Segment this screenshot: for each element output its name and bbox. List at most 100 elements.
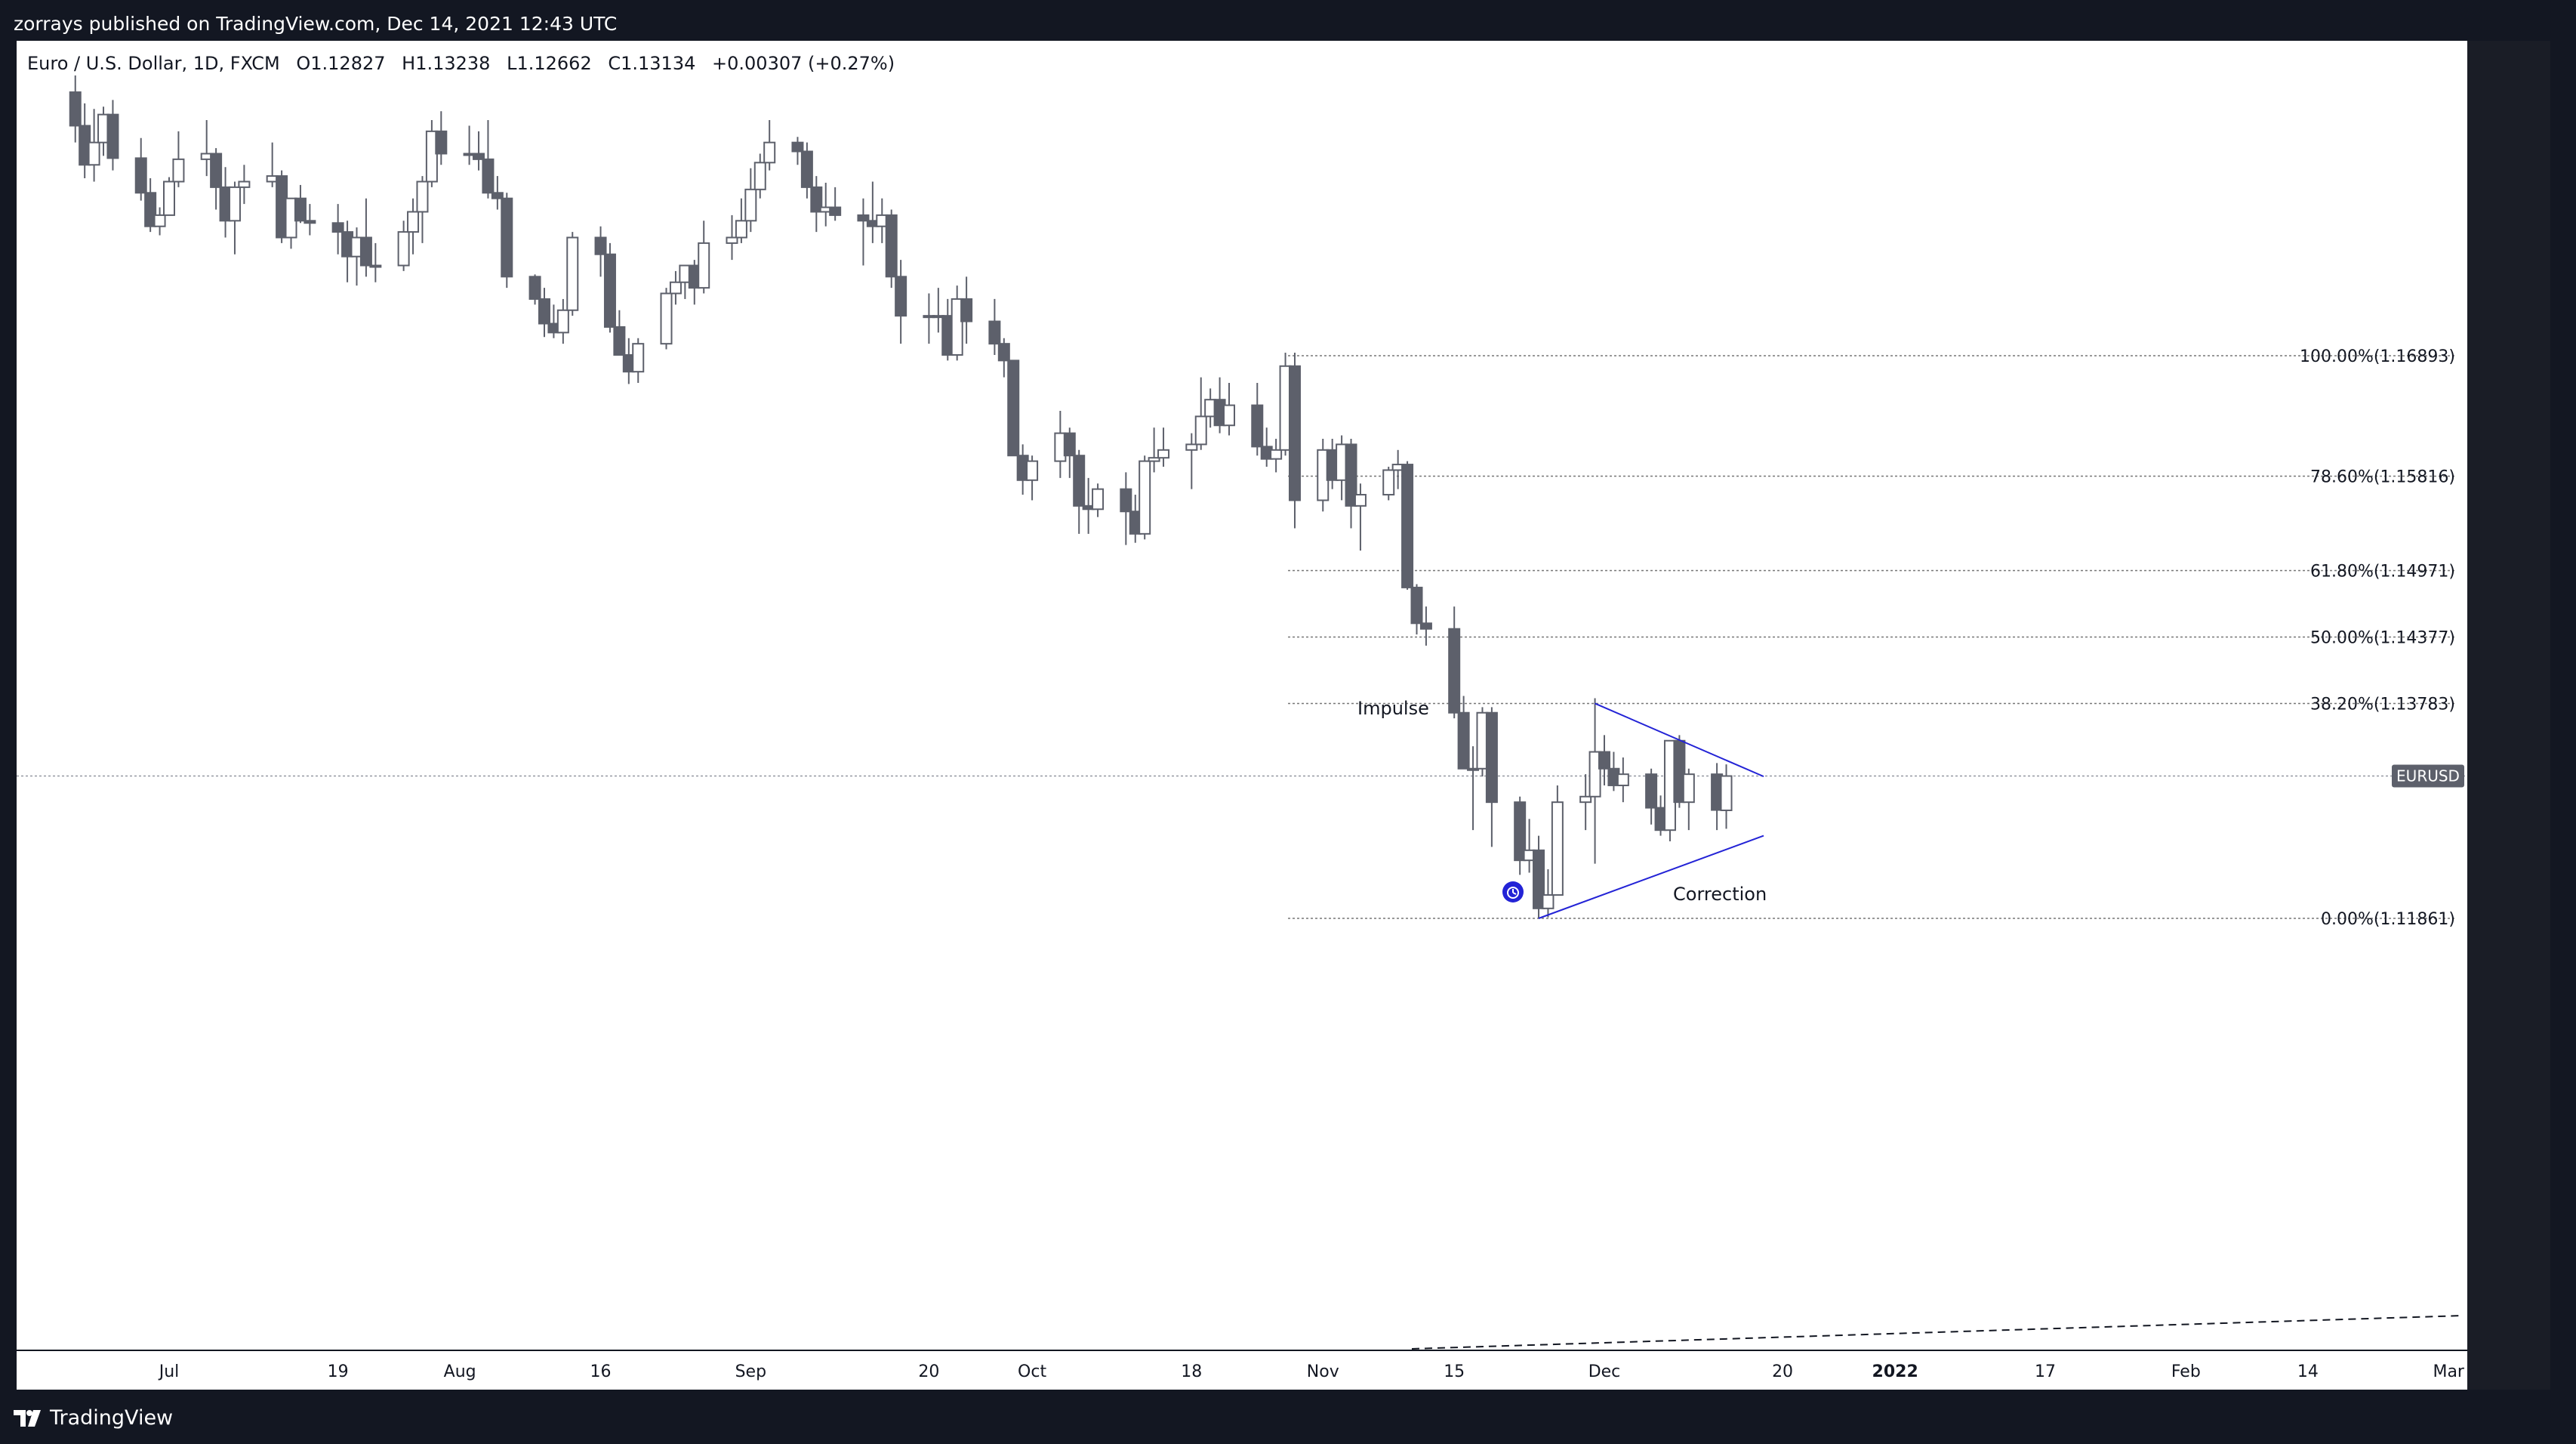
candle-body — [134, 157, 147, 194]
alarm-icon[interactable] — [1502, 881, 1524, 903]
candle — [688, 260, 701, 305]
candle — [1711, 763, 1724, 831]
candle — [538, 288, 550, 338]
triangle-lower-line[interactable] — [1538, 835, 1764, 919]
ohlc-close: C1.13134 — [608, 53, 696, 74]
candle-body — [613, 326, 626, 356]
candle-body — [1551, 801, 1564, 896]
ohlc-low: L1.12662 — [507, 53, 592, 74]
candle — [857, 198, 870, 266]
candle-body — [1223, 404, 1236, 427]
fib-level-label: 100.00%(1.16893) — [2300, 347, 2455, 366]
candle-body — [566, 236, 579, 311]
candle — [407, 198, 420, 255]
candle — [304, 204, 316, 236]
symbol-legend[interactable]: Euro / U.S. Dollar, 1D, FXCM O1.12827 H1… — [27, 53, 905, 74]
candle — [876, 198, 889, 243]
candle-body — [669, 281, 682, 295]
time-axis[interactable]: Jul 19 Aug 16 Sep 20 Oct 18 Nov 15 Dec 20 2022 17 Feb 1… — [158, 1362, 2465, 1381]
candle — [1251, 382, 1264, 456]
time-axis-tick: 15 — [1444, 1362, 1465, 1381]
candle — [294, 184, 307, 224]
candle — [1533, 835, 1545, 919]
candle-body — [603, 253, 616, 328]
candle — [960, 276, 973, 344]
candle-body — [210, 153, 223, 188]
candle — [1007, 359, 1020, 457]
candle-body — [425, 130, 438, 183]
candle — [359, 198, 372, 277]
candle-body — [594, 236, 607, 255]
candle — [829, 187, 842, 221]
candle-body — [1720, 775, 1733, 811]
candle — [951, 285, 963, 361]
candle — [1607, 751, 1620, 791]
candle — [134, 137, 147, 201]
candle-body — [1073, 455, 1086, 507]
candle-body — [1485, 711, 1498, 804]
candle-body — [1026, 460, 1039, 481]
candle — [1467, 746, 1480, 831]
fib-retracement[interactable]: 100.00%(1.16893) 78.60%(1.15816) 61.80%(1.… — [1288, 347, 2457, 929]
annotation-impulse[interactable]: Impulse — [1357, 698, 1429, 719]
candle — [1720, 764, 1733, 829]
candle-body — [800, 150, 813, 188]
candle — [1410, 584, 1423, 635]
candle-body — [1410, 586, 1423, 625]
candle — [810, 176, 823, 233]
candle-body — [1382, 469, 1395, 496]
candle-body — [1063, 432, 1076, 457]
candle — [744, 168, 757, 233]
candle-body — [556, 309, 569, 334]
candle — [660, 288, 673, 350]
time-axis-tick: Oct — [1018, 1362, 1046, 1381]
candle-body — [144, 192, 157, 227]
candle-body — [885, 214, 898, 278]
candle-body — [1007, 359, 1020, 457]
tradingview-logo[interactable]: TradingView — [14, 1403, 173, 1433]
candle — [1288, 353, 1301, 529]
ohlc-change: +0.00307 (+0.27%) — [712, 53, 895, 74]
chart-pane[interactable] — [17, 41, 2467, 1390]
fib-level-label: 0.00%(1.11861) — [2321, 910, 2455, 929]
candle — [1448, 606, 1461, 719]
candle-body — [997, 343, 1010, 362]
fib-level-label: 50.00%(1.14377) — [2310, 629, 2455, 648]
candle-body — [1092, 488, 1105, 511]
candle — [1139, 455, 1151, 540]
annotation-correction[interactable]: Correction — [1673, 884, 1767, 905]
triangle-upper-line[interactable] — [1595, 702, 1764, 778]
candle-body — [238, 180, 251, 188]
candle — [594, 226, 607, 277]
candle-body — [1251, 404, 1264, 448]
candle — [97, 106, 110, 156]
ohlc-high: H1.13238 — [402, 53, 491, 74]
candle — [238, 165, 251, 205]
candle — [1092, 483, 1105, 517]
candle-body — [163, 180, 175, 216]
candle — [397, 221, 410, 271]
candle — [1523, 819, 1536, 873]
candle-body — [294, 197, 307, 222]
candle — [1345, 439, 1357, 529]
candle — [163, 177, 175, 216]
candle — [622, 338, 635, 384]
candle — [482, 120, 495, 199]
candle — [1542, 869, 1555, 918]
candle-body — [1185, 443, 1198, 451]
candle — [1645, 768, 1658, 825]
candle-body — [1616, 773, 1629, 786]
candle-body — [698, 242, 710, 289]
candle-body — [763, 141, 776, 164]
candle — [632, 338, 645, 383]
time-axis-tick: Mar — [2433, 1362, 2464, 1381]
candle-body — [1514, 801, 1527, 862]
candle-body — [1457, 711, 1470, 770]
candle-body — [1270, 449, 1283, 460]
candle-body — [331, 222, 344, 233]
right-panel — [2467, 41, 2550, 1390]
triangle-pattern[interactable] — [1538, 702, 1764, 919]
candle — [228, 181, 241, 255]
time-axis-tick: 19 — [328, 1362, 349, 1381]
